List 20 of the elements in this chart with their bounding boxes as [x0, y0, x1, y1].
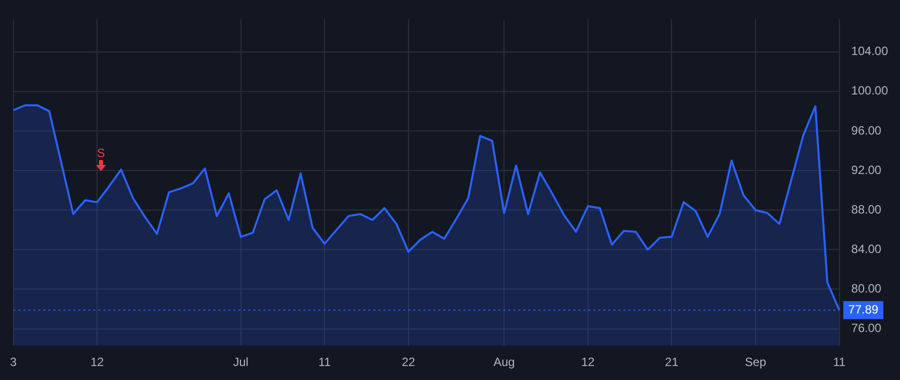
y-tick-label: 76.00: [851, 321, 882, 336]
y-tick-label: 100.00: [851, 84, 888, 98]
annotation: S: [96, 146, 106, 160]
x-tick-label: Aug: [493, 355, 515, 370]
x-tick-label: 12: [90, 355, 104, 370]
x-tick-label: 12: [581, 355, 595, 370]
y-tick-label: 104.00: [851, 44, 888, 58]
y-tick-label: 92.00: [851, 162, 882, 177]
x-tick-label: 3: [10, 355, 17, 370]
y-tick-label: 96.00: [851, 123, 882, 138]
x-tick-label: 11: [318, 355, 332, 370]
x-tick-label: Jul: [233, 355, 248, 370]
x-tick-label: 22: [402, 355, 416, 370]
y-tick-label: 80.00: [851, 282, 882, 296]
x-tick-label: Sep: [744, 355, 766, 370]
x-tick-label: 21: [665, 355, 679, 370]
x-tick-label: 11: [833, 355, 846, 370]
ref-line-label: 77.89: [848, 302, 879, 316]
y-tick-label: 88.00: [851, 202, 882, 216]
y-tick-label: 84.00: [851, 242, 882, 256]
